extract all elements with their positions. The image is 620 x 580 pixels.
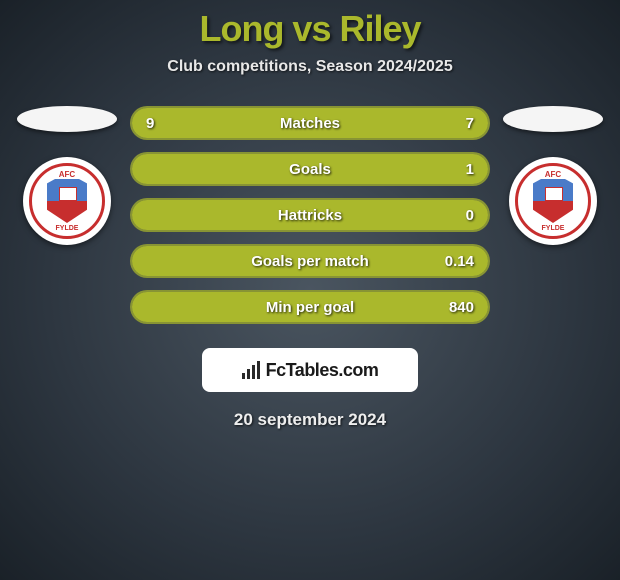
left-side: AFC FYLDE	[12, 106, 122, 245]
club-badge-inner: AFC FYLDE	[29, 163, 105, 239]
stat-label: Goals	[132, 161, 488, 178]
stat-label: Goals per match	[132, 253, 488, 270]
subtitle: Club competitions, Season 2024/2025	[0, 58, 620, 76]
stat-row: 1Goals	[130, 152, 490, 186]
stat-row: 97Matches	[130, 106, 490, 140]
club-badge-left: AFC FYLDE	[23, 157, 111, 245]
stat-label: Hattricks	[132, 207, 488, 224]
date-label: 20 september 2024	[0, 410, 620, 430]
badge-text-bottom: FYLDE	[542, 225, 565, 232]
player-silhouette-right	[503, 106, 603, 132]
bar-chart-icon	[242, 361, 260, 379]
stat-row: 840Min per goal	[130, 290, 490, 324]
club-badge-inner: AFC FYLDE	[515, 163, 591, 239]
right-side: AFC FYLDE	[498, 106, 608, 245]
club-badge-right: AFC FYLDE	[509, 157, 597, 245]
badge-text-top: AFC	[59, 170, 75, 179]
source-logo: FcTables.com	[202, 348, 418, 392]
shield-icon	[533, 179, 573, 223]
stat-label: Min per goal	[132, 299, 488, 316]
content-row: AFC FYLDE 97Matches 1Goals 0Hattricks 0.14G…	[0, 106, 620, 324]
badge-text-bottom: FYLDE	[56, 225, 79, 232]
player-silhouette-left	[17, 106, 117, 132]
stat-row: 0.14Goals per match	[130, 244, 490, 278]
comparison-card: Long vs Riley Club competitions, Season …	[0, 0, 620, 430]
badge-text-top: AFC	[545, 170, 561, 179]
stat-row: 0Hattricks	[130, 198, 490, 232]
shield-icon	[47, 179, 87, 223]
page-title: Long vs Riley	[0, 8, 620, 50]
stat-label: Matches	[132, 115, 488, 132]
logo-text: FcTables.com	[266, 360, 379, 381]
stats-column: 97Matches 1Goals 0Hattricks 0.14Goals per m…	[130, 106, 490, 324]
